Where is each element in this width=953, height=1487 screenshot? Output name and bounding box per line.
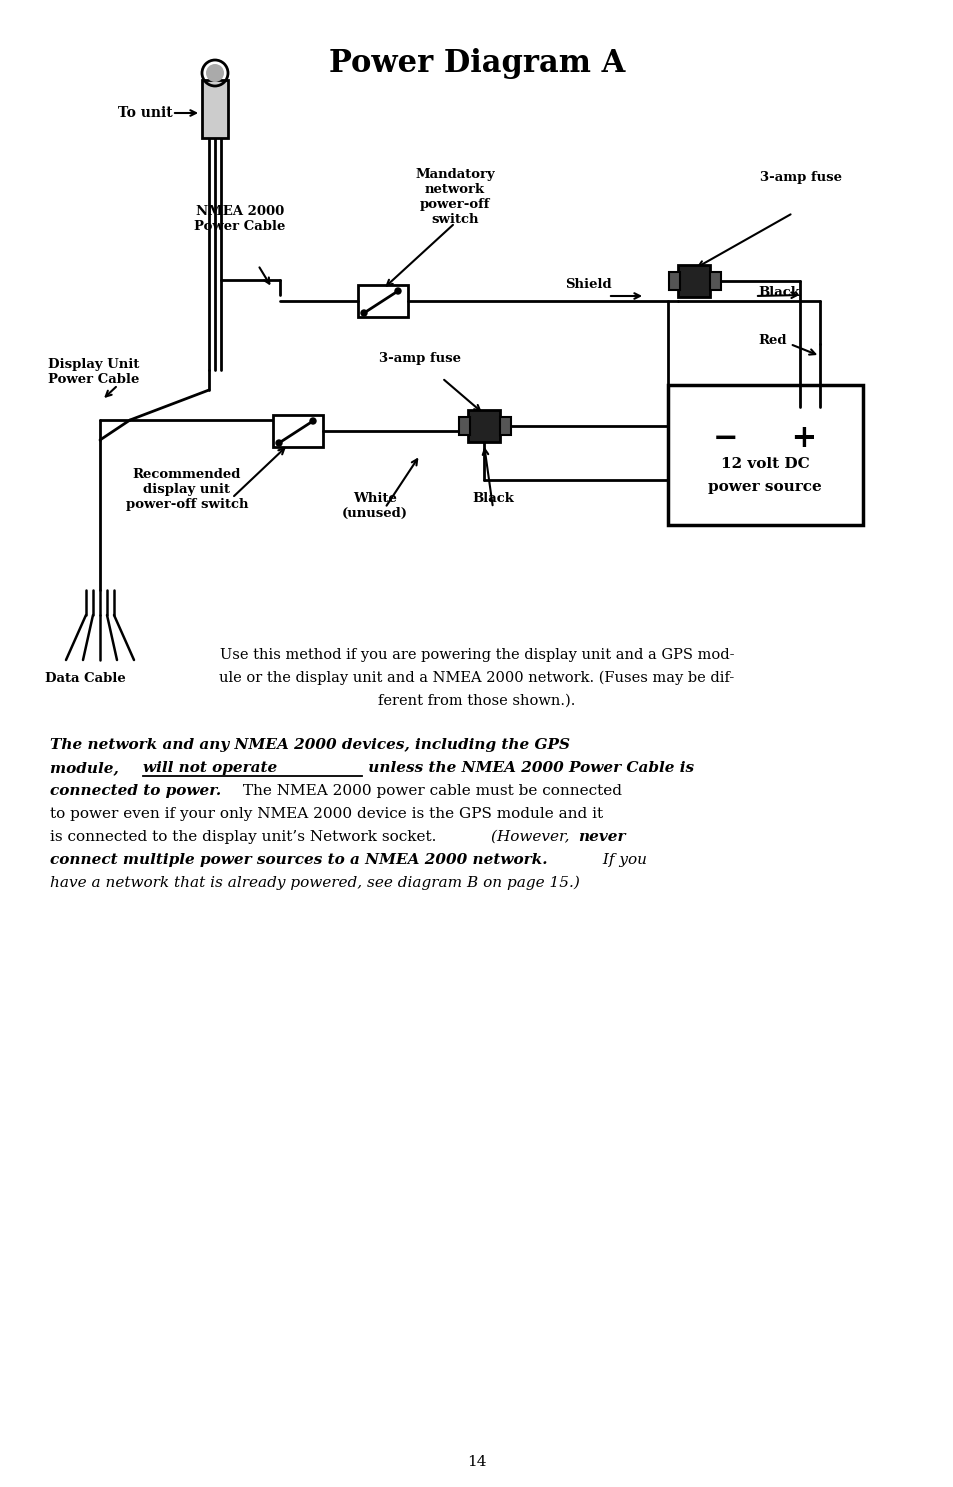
Text: Use this method if you are powering the display unit and a GPS mod-: Use this method if you are powering the … — [219, 648, 734, 662]
Circle shape — [310, 418, 315, 424]
Text: Shield: Shield — [564, 278, 611, 291]
Text: Red: Red — [758, 333, 785, 346]
Text: White
(unused): White (unused) — [341, 492, 408, 520]
Bar — [499, 416, 511, 436]
Text: To unit: To unit — [118, 106, 172, 120]
Text: The NMEA 2000 power cable must be connected: The NMEA 2000 power cable must be connec… — [237, 784, 621, 799]
Text: unless the NMEA 2000 Power Cable is: unless the NMEA 2000 Power Cable is — [363, 761, 694, 775]
Text: 14: 14 — [467, 1454, 486, 1469]
Text: Data Cable: Data Cable — [45, 672, 126, 686]
Text: −     +: − + — [712, 422, 817, 454]
Text: The network and any NMEA 2000 devices, including the GPS: The network and any NMEA 2000 devices, i… — [50, 738, 569, 752]
Bar — [458, 416, 470, 436]
Circle shape — [395, 288, 400, 294]
Bar — [667, 385, 862, 525]
Text: Display Unit
Power Cable: Display Unit Power Cable — [48, 358, 139, 387]
Text: Power Diagram A: Power Diagram A — [329, 48, 624, 79]
Text: connected to power.: connected to power. — [50, 784, 221, 799]
Bar — [357, 286, 408, 317]
Text: Black: Black — [758, 287, 799, 299]
Text: Black: Black — [472, 492, 514, 506]
Text: never: never — [578, 830, 625, 845]
Bar — [202, 80, 228, 138]
Text: to power even if your only NMEA 2000 device is the GPS module and it: to power even if your only NMEA 2000 dev… — [50, 807, 602, 821]
Circle shape — [206, 64, 224, 82]
Bar — [709, 272, 720, 290]
Bar — [273, 415, 323, 448]
Bar — [678, 265, 709, 297]
Text: is connected to the display unit’s Network socket.: is connected to the display unit’s Netwo… — [50, 830, 441, 845]
Bar — [668, 272, 679, 290]
Text: 12 volt DC: 12 volt DC — [720, 457, 808, 471]
Text: NMEA 2000
Power Cable: NMEA 2000 Power Cable — [194, 205, 285, 233]
Circle shape — [275, 440, 282, 446]
Bar — [468, 410, 499, 442]
Text: If you: If you — [598, 854, 646, 867]
Text: module,: module, — [50, 761, 124, 775]
Text: ferent from those shown.).: ferent from those shown.). — [378, 694, 575, 708]
Text: 3-amp fuse: 3-amp fuse — [378, 352, 460, 364]
Text: ule or the display unit and a NMEA 2000 network. (Fuses may be dif-: ule or the display unit and a NMEA 2000 … — [219, 671, 734, 686]
Text: will not operate: will not operate — [143, 761, 277, 775]
Text: connect multiple power sources to a NMEA 2000 network.: connect multiple power sources to a NMEA… — [50, 854, 547, 867]
Text: 3-amp fuse: 3-amp fuse — [760, 171, 841, 184]
Text: have a network that is already powered, see diagram B on page 15.): have a network that is already powered, … — [50, 876, 579, 891]
Text: (However,: (However, — [491, 830, 574, 845]
Text: power source: power source — [707, 480, 821, 494]
Text: Mandatory
network
power-off
switch: Mandatory network power-off switch — [415, 168, 495, 226]
Circle shape — [360, 309, 367, 317]
Text: Recommended
display unit
power-off switch: Recommended display unit power-off switc… — [126, 468, 248, 512]
